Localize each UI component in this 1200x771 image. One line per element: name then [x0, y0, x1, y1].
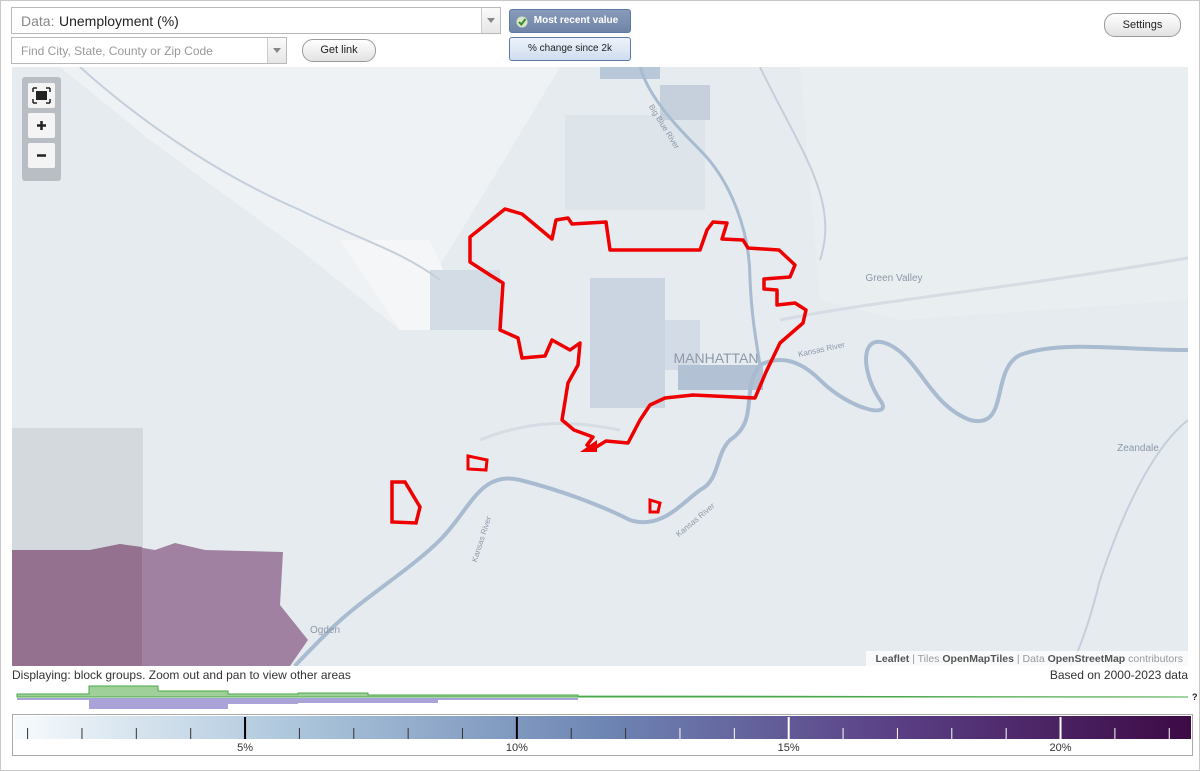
- attribution-link[interactable]: Leaflet: [875, 653, 909, 665]
- kansas-river: [293, 339, 1188, 666]
- search-box[interactable]: Find City, State, County or Zip Code: [11, 37, 287, 64]
- attribution-text: | Data: [1014, 653, 1048, 665]
- lake: [600, 67, 660, 79]
- get-link-button[interactable]: Get link: [302, 39, 376, 62]
- data-value: Unemployment (%): [59, 13, 179, 29]
- displaying-note: Displaying: block groups. Zoom out and p…: [12, 668, 351, 682]
- place-label: Ogden: [310, 625, 340, 636]
- settings-button[interactable]: Settings: [1104, 13, 1181, 37]
- road: [779, 256, 1188, 322]
- city-boundary: [648, 497, 662, 514]
- distribution-strip: ?: [16, 685, 1198, 709]
- land-area: [800, 67, 1188, 320]
- mode-label: % change since 2k: [528, 43, 612, 54]
- attribution: Leaflet | Tiles OpenMapTiles | Data Open…: [875, 653, 1183, 665]
- creek: [1069, 419, 1188, 666]
- dropdown-arrow: [267, 38, 286, 63]
- creek: [79, 67, 441, 281]
- legend-tick-label: 20%: [1050, 742, 1072, 754]
- search-placeholder: Find City, State, County or Zip Code: [21, 44, 213, 58]
- map: MANHATTAN Green Valley Zeandale Ogden Bi…: [12, 67, 1188, 666]
- attribution-text: contributors: [1125, 653, 1183, 665]
- creek: [759, 67, 827, 261]
- city-boundary: [468, 207, 808, 451]
- data-label: Data:: [21, 13, 55, 29]
- distribution-other: [17, 698, 578, 709]
- data-select[interactable]: Data: Unemployment (%): [11, 7, 501, 34]
- check-icon: [516, 16, 528, 28]
- attribution-link[interactable]: OpenStreetMap: [1048, 653, 1126, 665]
- big-blue-river: [638, 67, 762, 366]
- attribution-text: | Tiles: [909, 653, 942, 665]
- place-label: Zeandale: [1117, 443, 1159, 454]
- shaded-blockgroup: [665, 320, 700, 370]
- legend-tick-label: 5%: [237, 742, 253, 754]
- distribution-known: [16, 685, 1189, 698]
- shaded-blockgroup: [430, 270, 500, 330]
- urban-area: [565, 115, 705, 210]
- legend-tick-label: 15%: [778, 742, 800, 754]
- road: [479, 421, 621, 442]
- zoom-fit-button[interactable]: [28, 83, 55, 108]
- mode-button[interactable]: Most recent value: [509, 9, 631, 33]
- legend-gradient: [14, 716, 1191, 739]
- mode-button[interactable]: % change since 2k: [509, 37, 631, 61]
- shaded-blockgroup: [590, 278, 665, 408]
- legend-tick-label: 10%: [506, 742, 528, 754]
- dropdown-arrow: [481, 8, 500, 33]
- city-label: MANHATTAN: [673, 350, 758, 366]
- legend-frame: [12, 714, 1193, 756]
- attribution-link[interactable]: OpenMapTiles: [942, 653, 1014, 665]
- city-boundary: [390, 480, 422, 525]
- zoom-in-button[interactable]: [28, 113, 55, 138]
- place-label: Green Valley: [865, 273, 922, 284]
- data-years-note: Based on 2000-2023 data: [1049, 668, 1188, 682]
- attribution-box: [866, 651, 1188, 666]
- legend: 5% 10% 15% 20%: [14, 716, 1191, 754]
- mode-label: Most recent value: [533, 15, 619, 26]
- nodata-area: [12, 428, 143, 553]
- choropleth-area: [12, 544, 142, 666]
- zoom-out-button[interactable]: [28, 143, 55, 168]
- city-boundary: [580, 440, 597, 452]
- city-boundary: [466, 454, 489, 472]
- unknown-marker: ?: [1192, 692, 1198, 702]
